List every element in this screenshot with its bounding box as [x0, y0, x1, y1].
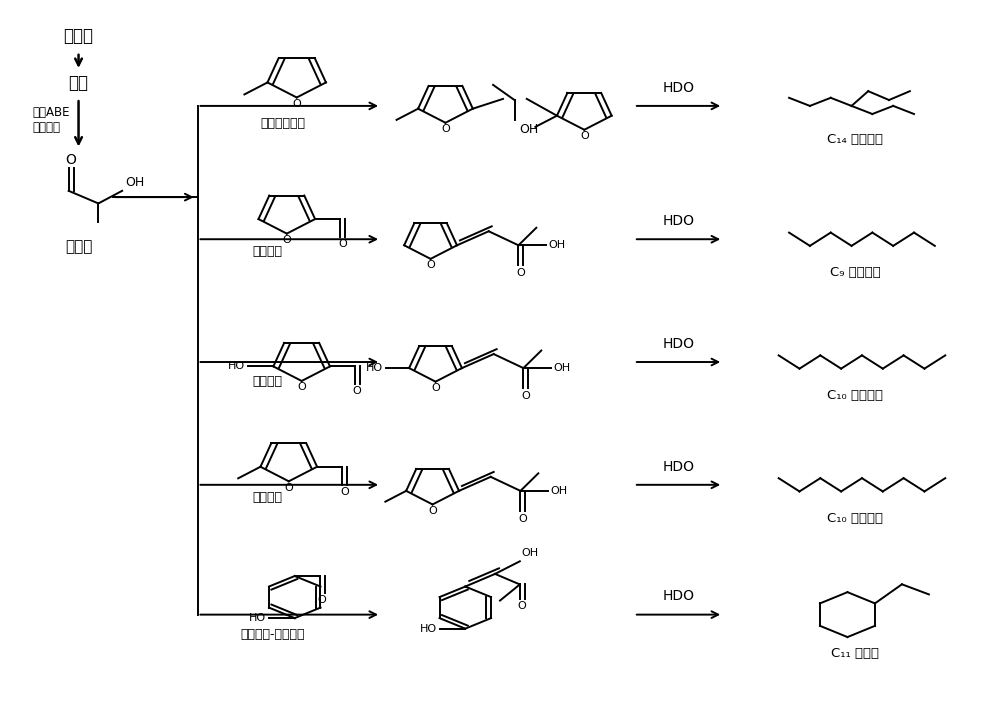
- Text: C₁₀ 直钉烷烷: C₁₀ 直钉烷烷: [827, 389, 883, 402]
- Text: O: O: [338, 239, 347, 249]
- Text: O: O: [353, 386, 362, 396]
- Text: O: O: [426, 261, 435, 271]
- Text: OH: OH: [553, 363, 570, 373]
- Text: 羟醛缩合: 羟醛缩合: [252, 375, 282, 388]
- Text: 糖类: 糖类: [69, 74, 89, 92]
- Text: O: O: [441, 124, 450, 134]
- Text: O: O: [282, 235, 291, 245]
- Text: C₁₀ 直钉烷烷: C₁₀ 直钉烷烷: [827, 512, 883, 525]
- Text: 乙偶姻: 乙偶姻: [65, 239, 92, 253]
- Text: OH: OH: [522, 549, 539, 559]
- Text: HO: HO: [366, 363, 383, 373]
- Text: 羟醛缩合: 羟醛缩合: [252, 491, 282, 504]
- Text: HO: HO: [249, 613, 266, 623]
- Text: O: O: [292, 99, 301, 109]
- Text: 生物质: 生物质: [64, 27, 94, 45]
- Text: O: O: [431, 383, 440, 393]
- Text: O: O: [521, 391, 530, 401]
- Text: O: O: [517, 601, 526, 611]
- Text: HO: HO: [228, 361, 245, 371]
- Text: 羟烷基化反应: 羟烷基化反应: [260, 117, 305, 130]
- Text: O: O: [518, 514, 527, 524]
- Text: HDO: HDO: [663, 459, 695, 474]
- Text: O: O: [318, 595, 326, 605]
- Text: OH: OH: [550, 486, 567, 496]
- Text: HDO: HDO: [663, 589, 695, 604]
- Text: OH: OH: [125, 175, 144, 189]
- Text: O: O: [297, 383, 306, 393]
- Text: 羟醛缩合-频那重排: 羟醛缩合-频那重排: [240, 628, 305, 640]
- Text: O: O: [284, 483, 293, 493]
- Text: 羟醛缩合: 羟醛缩合: [252, 246, 282, 258]
- Text: HDO: HDO: [663, 337, 695, 351]
- Text: O: O: [65, 153, 76, 167]
- Text: C₁₁ 环烷烷: C₁₁ 环烷烷: [831, 647, 879, 660]
- Text: O: O: [340, 487, 349, 497]
- Text: O: O: [428, 506, 437, 516]
- Text: HO: HO: [420, 623, 437, 633]
- Text: HDO: HDO: [663, 81, 695, 94]
- Text: 新型ABE
发酵体系: 新型ABE 发酵体系: [32, 106, 69, 134]
- Text: OH: OH: [519, 124, 538, 136]
- Text: O: O: [580, 131, 589, 141]
- Text: O: O: [516, 268, 525, 278]
- Text: HDO: HDO: [663, 214, 695, 228]
- Text: C₉ 直钉烷烷: C₉ 直钉烷烷: [830, 266, 880, 280]
- Text: C₁₄ 支钉烷烷: C₁₄ 支钉烷烷: [827, 133, 883, 146]
- Text: OH: OH: [548, 240, 565, 251]
